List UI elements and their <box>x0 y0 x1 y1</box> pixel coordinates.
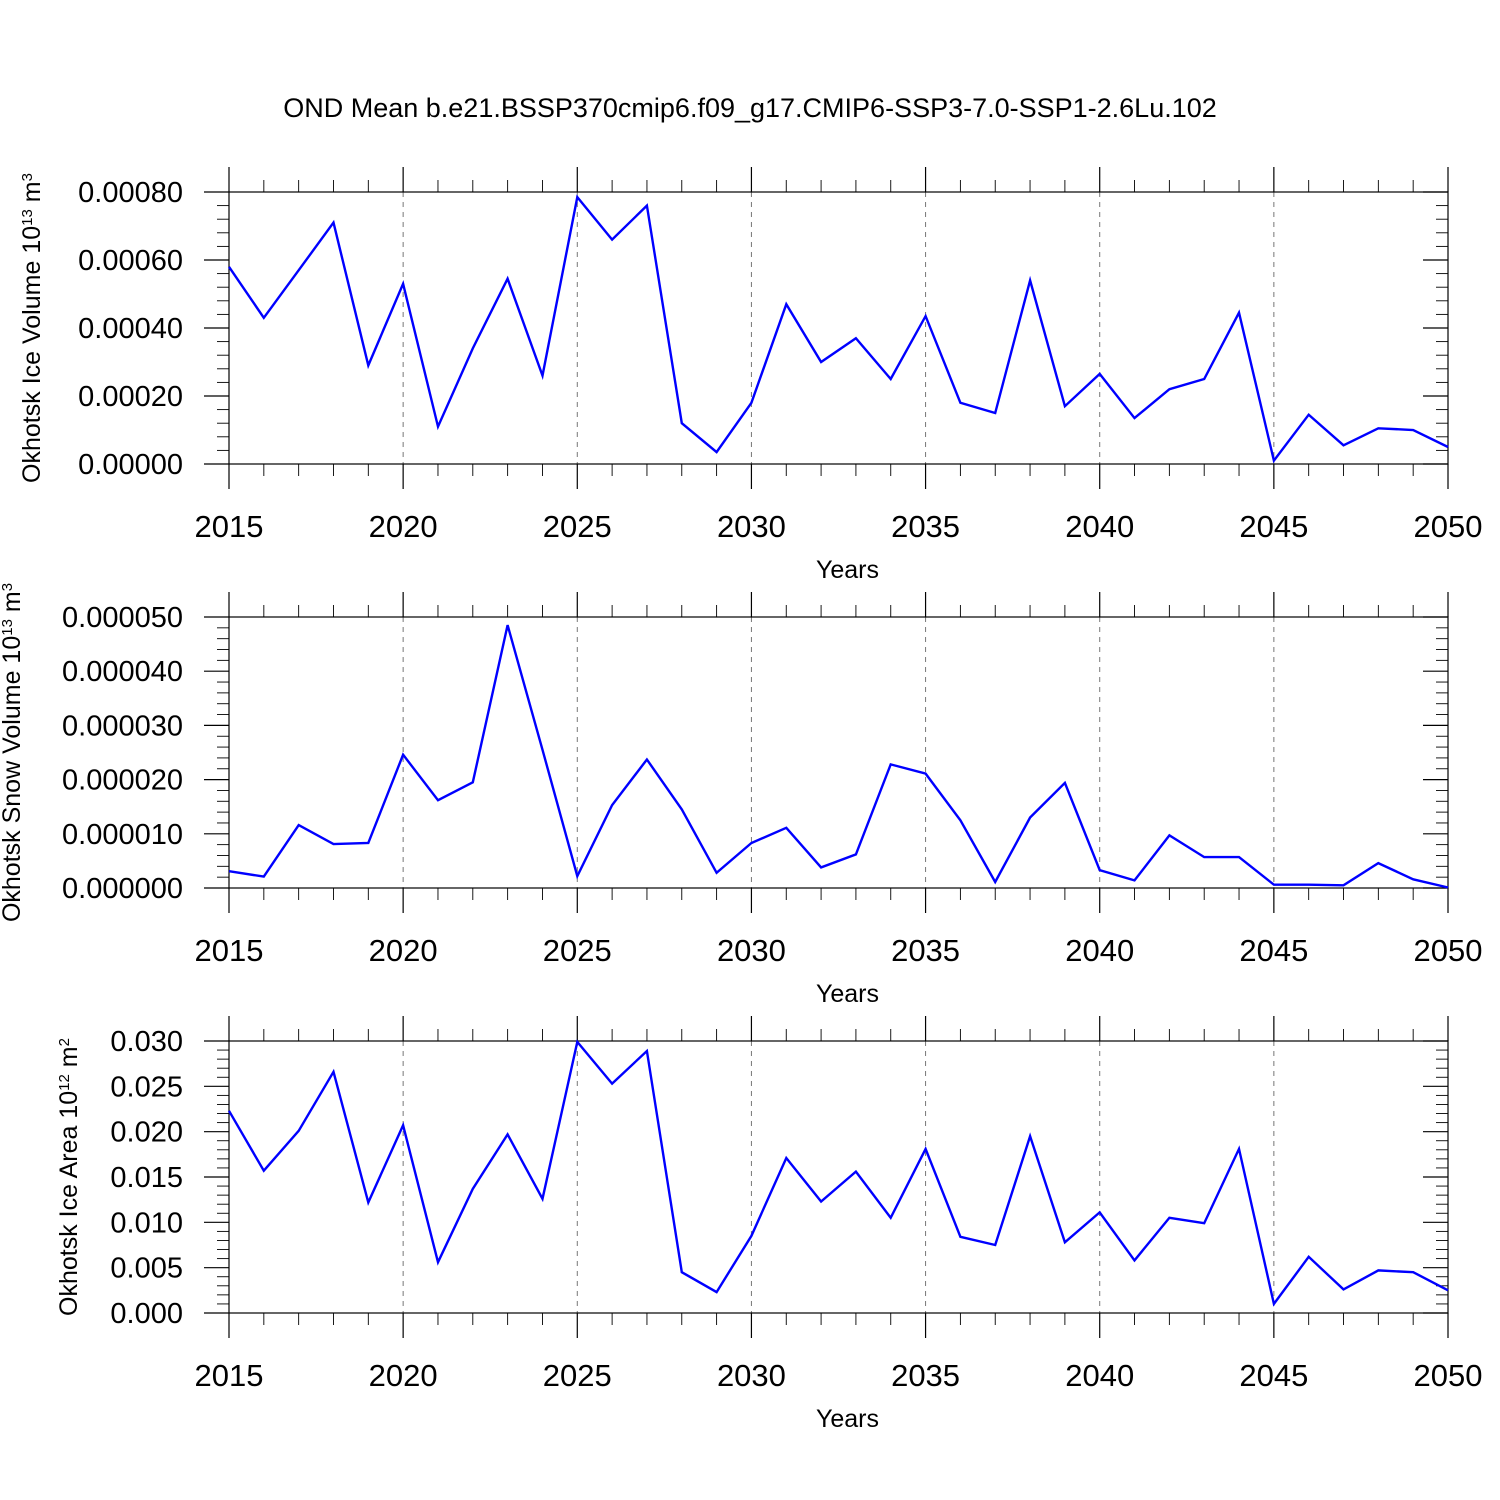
x-tick-label: 2050 <box>1414 509 1483 544</box>
x-tick-label: 2015 <box>195 1358 264 1393</box>
x-tick-label: 2050 <box>1414 1358 1483 1393</box>
x-tick-label: 2045 <box>1239 1358 1308 1393</box>
x-axis-label: Years <box>816 556 879 584</box>
series-line <box>228 624 1449 889</box>
x-tick-label: 2020 <box>369 509 438 544</box>
x-tick-label: 2035 <box>891 509 960 544</box>
x-tick-label: 2015 <box>195 509 264 544</box>
y-axis-label: Okhotsk Snow Volume 1013 m3 <box>0 583 26 922</box>
y-tick-label: 0.020 <box>110 1117 183 1149</box>
y-axis-label: Okhotsk Ice Volume 1013 m3 <box>18 173 46 483</box>
y-label-unit-exponent: 3 <box>19 173 36 181</box>
y-label-unit-exponent: 2 <box>56 1038 73 1046</box>
x-tick-label: 2040 <box>1065 509 1134 544</box>
plot-frame <box>228 1040 1449 1314</box>
y-tick-label: 0.010 <box>110 1207 183 1239</box>
panels: 2015 2020 2025 2030 2035 2040 2045 20500.000000… <box>0 167 1482 1433</box>
y-label-unit: m <box>55 1046 83 1074</box>
y-label-text: Okhotsk Snow Volume 10 <box>0 636 26 922</box>
plot-frame <box>228 616 1449 889</box>
x-tick-label: 2045 <box>1239 509 1308 544</box>
y-tick-label: 0.000050 <box>62 602 183 634</box>
x-tick-label: 2030 <box>717 1358 786 1393</box>
x-axis-label: Years <box>816 980 879 1008</box>
y-tick-label: 0.00080 <box>78 177 183 209</box>
x-tick-label: 2040 <box>1065 933 1134 968</box>
y-axis-label: Okhotsk Ice Area 1012 m2 <box>55 1038 83 1316</box>
y-tick-label: 0.000030 <box>62 710 183 742</box>
x-axis-label: Years <box>816 1405 879 1433</box>
y-label-unit: m <box>0 591 26 619</box>
y-label-unit-exponent: 3 <box>0 583 16 591</box>
y-label-text: Okhotsk Ice Area 10 <box>55 1091 83 1316</box>
x-tick-label: 2020 <box>369 1358 438 1393</box>
x-tick-label: 2045 <box>1239 933 1308 968</box>
series-line <box>228 194 1449 464</box>
y-label-exponent: 13 <box>19 209 36 226</box>
y-label-exponent: 12 <box>56 1074 73 1091</box>
y-label-exponent: 13 <box>0 619 16 636</box>
x-tick-label: 2040 <box>1065 1358 1134 1393</box>
y-label-text: Okhotsk Ice Volume 10 <box>18 226 46 483</box>
y-tick-label: 0.015 <box>110 1162 183 1194</box>
panel-2: 2015 2020 2025 2030 2035 2040 2045 2050 0.000000… <box>0 583 1482 1008</box>
y-tick-label: 0.00060 <box>78 245 183 277</box>
y-tick-label: 0.025 <box>110 1071 183 1103</box>
y-tick-label: 0.00000 <box>78 449 183 481</box>
x-tick-label: 2030 <box>717 509 786 544</box>
y-tick-label: 0.000000 <box>62 873 183 905</box>
y-tick-label: 0.00040 <box>78 313 183 345</box>
y-tick-label: 0.005 <box>110 1253 183 1285</box>
x-tick-label: 2025 <box>543 933 612 968</box>
y-tick-label: 0.00020 <box>78 381 183 413</box>
x-tick-label: 2035 <box>891 933 960 968</box>
y-tick-label: 0.000020 <box>62 765 183 797</box>
x-tick-label: 2035 <box>891 1358 960 1393</box>
y-label-unit: m <box>18 181 46 209</box>
x-tick-label: 2025 <box>543 509 612 544</box>
x-tick-label: 2020 <box>369 933 438 968</box>
panel-1: 2015 2020 2025 2030 2035 2040 2045 2050 0.00000 0… <box>18 167 1482 584</box>
x-tick-label: 2050 <box>1414 933 1483 968</box>
series-line <box>227 1039 1449 1307</box>
y-tick-label: 0.030 <box>110 1026 183 1058</box>
y-tick-label: 0.000010 <box>62 819 183 851</box>
x-tick-label: 2025 <box>543 1358 612 1393</box>
chart-title: OND Mean b.e21.BSSP370cmip6.f09_g17.CMIP… <box>283 93 1217 123</box>
y-tick-label: 0.000040 <box>62 656 183 688</box>
x-tick-label: 2015 <box>195 933 264 968</box>
panel-3: 2015 2020 2025 2030 2035 2040 2045 2050 0.000 0.0… <box>55 1016 1482 1433</box>
x-tick-label: 2030 <box>717 933 786 968</box>
y-tick-label: 0.000 <box>110 1298 183 1330</box>
